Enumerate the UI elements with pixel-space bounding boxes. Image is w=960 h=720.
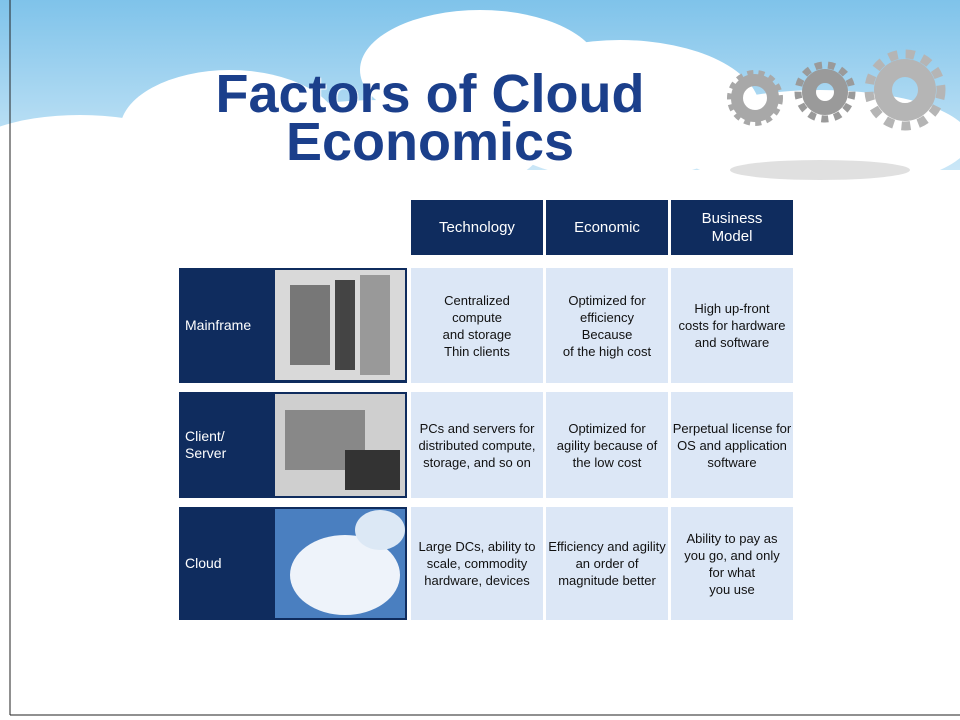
table-cell: Perpetual license for OS and application s…: [671, 392, 793, 498]
text-line: compute: [452, 309, 502, 325]
text-line: High up-front: [694, 301, 770, 316]
table-cell: Efficiency and agility an order of magnitu…: [546, 507, 668, 620]
text-line: for what: [708, 564, 756, 580]
text-line: scale, commodity: [426, 556, 528, 571]
text-line: you use: [709, 581, 755, 597]
text-line: the low cost: [572, 454, 642, 470]
text-line: costs for hardware: [678, 318, 786, 333]
title-line: Economics: [285, 112, 575, 172]
row-label: Mainframe: [179, 268, 274, 383]
text-line: and software: [694, 335, 770, 350]
column-header: Business Model: [671, 200, 793, 255]
text-line: Efficiency and agility: [548, 539, 666, 554]
text-line: Model: [711, 227, 753, 245]
text-line: Large DCs, ability to: [418, 539, 536, 554]
column-header: Economic: [546, 200, 668, 255]
text-line: magnitude better: [558, 573, 656, 588]
table-cell: High up-front costs for hardware and softw…: [671, 268, 793, 383]
table-cell: Ability to pay as you go, and only for wha…: [671, 507, 793, 620]
text-line: Mainframe: [185, 317, 252, 333]
text-line: distributed compute,: [418, 437, 536, 453]
text-line: Ability to pay as: [686, 530, 778, 546]
text-line: software: [707, 454, 757, 470]
slide-title: Factors of Cloud Economics: [0, 64, 860, 172]
text-line: storage, and so on: [423, 454, 531, 470]
table-cell: Optimized for agility because of the low c…: [546, 392, 668, 498]
text-line: Server: [185, 445, 227, 461]
text-line: Client/: [185, 428, 225, 444]
text-line: Cloud: [185, 555, 222, 571]
row-label: Cloud: [179, 507, 274, 620]
table-cell: Centralized compute and storage Thin client…: [411, 268, 543, 383]
text-line: Economic: [574, 218, 640, 236]
table-cell: Optimized for efficiency Because of the hig…: [546, 268, 668, 383]
title-line: Factors of Cloud: [215, 64, 645, 124]
text-line: PCs and servers for: [419, 420, 535, 436]
text-line: Centralized: [444, 292, 510, 308]
table-cell: Large DCs, ability to scale, commodity har…: [411, 507, 543, 620]
text-line: efficiency: [580, 309, 634, 325]
row-label: Client/Server: [179, 392, 274, 498]
text-line: Optimized for: [568, 292, 646, 308]
text-line: Technology: [439, 218, 515, 236]
text-line: OS and application: [677, 437, 787, 453]
text-line: Perpetual license for: [672, 420, 792, 436]
text-line: hardware, devices: [424, 573, 530, 588]
text-line: Thin clients: [444, 343, 510, 359]
text-line: of the high cost: [562, 343, 652, 359]
table-cell: PCs and servers for distributed compute, s…: [411, 392, 543, 498]
text-line: Optimized for: [568, 420, 646, 436]
text-line: you go, and only: [684, 547, 780, 563]
text-line: and storage: [442, 326, 512, 342]
text-line: Business: [701, 209, 763, 227]
text-line: Because: [581, 326, 633, 342]
text-line: an order of: [575, 556, 639, 571]
column-header: Technology: [411, 200, 543, 255]
text-line: agility because of: [556, 437, 658, 453]
